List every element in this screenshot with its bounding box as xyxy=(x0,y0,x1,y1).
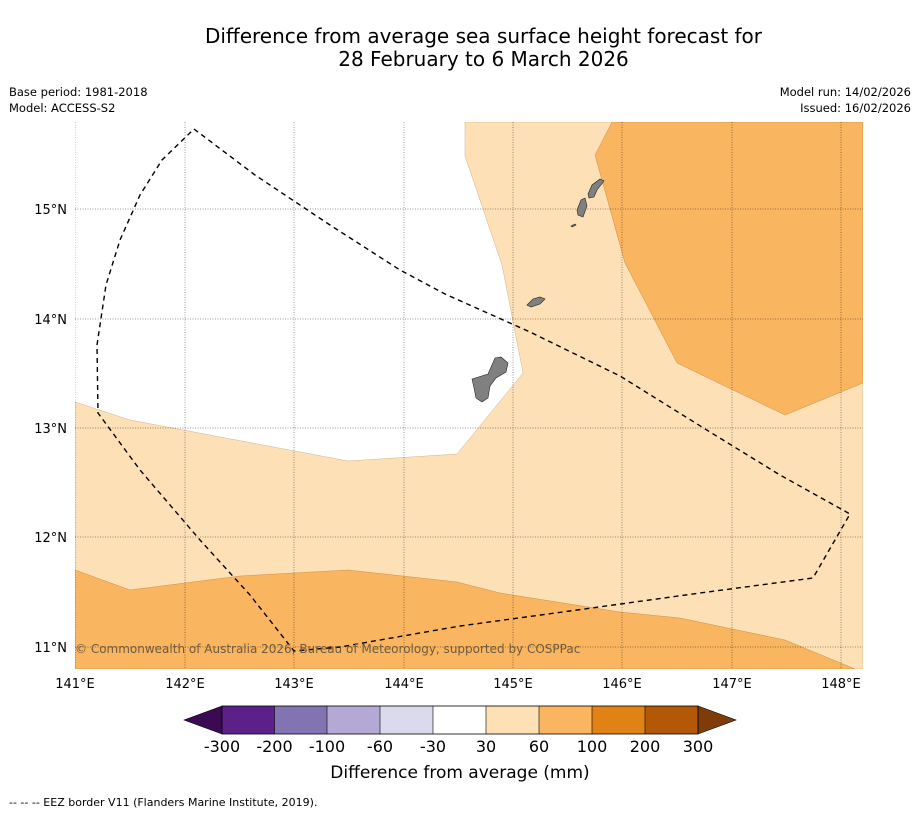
issued-date: Issued: 16/02/2026 xyxy=(800,101,911,115)
colorbar-dividers xyxy=(274,706,646,734)
colorbar-tick-label: -200 xyxy=(256,737,292,756)
colorbar-tick-label: -30 xyxy=(420,737,446,756)
colorbar-tick-label: 300 xyxy=(683,737,714,756)
gridlines xyxy=(75,122,863,669)
colorbar-swatch xyxy=(592,706,645,734)
lat-tick-label: 15°N xyxy=(34,203,67,218)
colorbar-tick-label: 30 xyxy=(476,737,496,756)
colorbar-swatch xyxy=(380,706,433,734)
meta-right: Model run: 14/02/2026 Issued: 16/02/2026 xyxy=(780,84,911,116)
lon-tick-label: 148°E xyxy=(821,677,861,692)
map-title-line2: 28 February to 6 March 2026 xyxy=(338,47,629,71)
colorbar-tick-label: 100 xyxy=(577,737,608,756)
lat-tick-label: 14°N xyxy=(34,313,67,328)
lat-tick-label: 12°N xyxy=(34,531,67,546)
copyright-notice: © Commonwealth of Australia 2026, Bureau… xyxy=(75,642,580,656)
map-area: © Commonwealth of Australia 2026, Bureau… xyxy=(75,122,863,669)
colorbar-tick-label: -100 xyxy=(309,737,345,756)
colorbar-extend-low xyxy=(183,705,223,735)
map-title-line1: Difference from average sea surface heig… xyxy=(204,24,763,48)
colorbar-tick-label: -300 xyxy=(204,737,240,756)
saipan-island xyxy=(587,178,605,199)
meta-left: Base period: 1981-2018 Model: ACCESS-S2 xyxy=(9,84,148,116)
colorbar-swatch xyxy=(433,706,486,734)
colorbar-tick-label: 200 xyxy=(630,737,661,756)
colorbar-ticks: -300 -200 -100 -60 -30 30 60 100 200 300 xyxy=(204,737,713,756)
colorbar-swatch xyxy=(539,706,592,734)
colorbar: -300 -200 -100 -60 -30 30 60 100 200 300… xyxy=(183,705,737,783)
lon-tick-label: 146°E xyxy=(602,677,642,692)
tinian-island xyxy=(576,197,588,218)
colorbar-swatch xyxy=(222,706,275,734)
eez-border xyxy=(96,128,851,652)
colorbar-outline xyxy=(221,705,699,735)
model-run: Model run: 14/02/2026 xyxy=(779,85,911,99)
eez-legend-footer: -- -- -- EEZ border V11 (Flanders Marine… xyxy=(9,796,318,809)
lat-tick-label: 11°N xyxy=(34,641,67,656)
colorbar-swatch xyxy=(486,706,539,734)
colorbar-swatch xyxy=(645,706,698,734)
rota-island xyxy=(526,296,546,308)
lon-tick-label: 141°E xyxy=(55,677,95,692)
lon-tick-label: 144°E xyxy=(384,677,424,692)
guam-island xyxy=(471,356,509,403)
colorbar-label: Difference from average (mm) xyxy=(330,763,589,783)
islands xyxy=(471,178,605,403)
latitude-labels: 15°N 14°N 13°N 12°N 11°N xyxy=(34,203,67,656)
longitude-labels: 141°E 142°E 143°E 144°E 145°E 146°E 147°… xyxy=(55,677,861,692)
anomaly-band-60-100-south xyxy=(75,569,856,669)
model-name: Model: ACCESS-S2 xyxy=(9,101,116,115)
lon-tick-label: 143°E xyxy=(274,677,314,692)
colorbar-tick-label: -60 xyxy=(367,737,393,756)
colorbar-swatch xyxy=(327,706,380,734)
lon-tick-label: 142°E xyxy=(165,677,205,692)
lon-tick-label: 145°E xyxy=(493,677,533,692)
anomaly-band-60-100-northeast xyxy=(594,122,863,416)
lon-tick-label: 147°E xyxy=(712,677,752,692)
colorbar-tick-label: 60 xyxy=(529,737,549,756)
lat-tick-label: 13°N xyxy=(34,422,67,437)
base-period: Base period: 1981-2018 xyxy=(9,85,148,99)
colorbar-extend-high xyxy=(697,705,737,735)
colorbar-swatch xyxy=(274,706,327,734)
aguijan-island xyxy=(570,223,577,228)
